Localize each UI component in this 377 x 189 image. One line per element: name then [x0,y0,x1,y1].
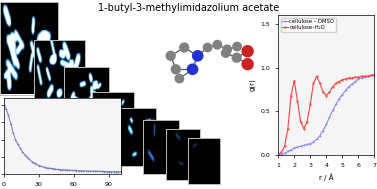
cellulose–H₂O [314,75,319,77]
cellulose – DMSO [302,144,306,146]
Point [245,63,251,66]
Point [168,54,174,57]
Point [190,68,196,71]
cellulose – DMSO [343,89,348,91]
Y-axis label: g(r): g(r) [249,79,255,91]
cellulose–H₂O [372,74,377,77]
cellulose–H₂O [334,82,338,84]
cellulose – DMSO [282,152,287,154]
Legend: cellulose – DMSO, cellulose–H₂O: cellulose – DMSO, cellulose–H₂O [281,18,336,32]
Point [245,50,251,53]
Point [205,46,211,49]
cellulose – DMSO [334,103,338,105]
cellulose – DMSO [314,138,319,140]
X-axis label: r / Å: r / Å [319,173,334,181]
cellulose – DMSO [321,129,325,132]
Point [223,52,229,55]
cellulose–H₂O [369,74,373,77]
cellulose–H₂O [359,75,364,77]
cellulose – DMSO [340,94,345,96]
cellulose–H₂O [350,77,354,79]
Point [224,48,230,51]
cellulose–H₂O [353,76,357,78]
cellulose–H₂O [321,91,325,93]
cellulose – DMSO [366,75,370,77]
cellulose – DMSO [324,123,328,125]
cellulose – DMSO [308,143,313,145]
cellulose – DMSO [299,145,303,147]
Point [176,77,182,80]
cellulose – DMSO [295,146,300,148]
cellulose–H₂O [276,154,280,156]
cellulose – DMSO [327,116,332,119]
cellulose–H₂O [302,128,306,130]
cellulose–H₂O [295,100,300,102]
cellulose–H₂O [305,121,309,123]
Point [234,45,240,48]
cellulose – DMSO [350,83,354,85]
cellulose–H₂O [366,75,370,77]
cellulose–H₂O [299,121,303,123]
cellulose–H₂O [327,91,332,93]
cellulose – DMSO [346,86,351,88]
cellulose–H₂O [292,80,297,82]
cellulose – DMSO [362,76,367,78]
cellulose – DMSO [356,78,360,80]
cellulose – DMSO [305,143,309,146]
cellulose – DMSO [311,141,316,143]
cellulose–H₂O [282,145,287,147]
cellulose – DMSO [369,74,373,77]
cellulose – DMSO [330,109,335,112]
cellulose – DMSO [359,77,364,79]
Point [215,43,221,46]
cellulose–H₂O [362,75,367,77]
cellulose–H₂O [346,77,351,79]
cellulose – DMSO [286,150,290,153]
Point [181,46,187,49]
cellulose – DMSO [317,135,322,137]
Line: cellulose – DMSO: cellulose – DMSO [277,74,375,156]
cellulose–H₂O [324,94,328,97]
cellulose – DMSO [353,81,357,83]
cellulose – DMSO [279,154,284,156]
cellulose–H₂O [343,78,348,80]
cellulose – DMSO [337,98,341,100]
cellulose–H₂O [337,81,341,83]
cellulose–H₂O [279,151,284,153]
cellulose–H₂O [286,128,290,130]
Point [173,68,179,71]
Point [234,56,240,59]
cellulose–H₂O [330,86,335,88]
Text: 1-butyl-3-methylimidazolium acetate: 1-butyl-3-methylimidazolium acetate [98,3,279,13]
Line: cellulose–H₂O: cellulose–H₂O [277,74,375,156]
cellulose–H₂O [356,76,360,78]
cellulose – DMSO [292,147,297,149]
cellulose–H₂O [289,94,293,97]
cellulose – DMSO [276,154,280,156]
Point [195,54,201,57]
cellulose – DMSO [289,149,293,151]
cellulose – DMSO [372,73,377,76]
cellulose–H₂O [340,79,345,81]
cellulose–H₂O [308,103,313,105]
cellulose–H₂O [311,82,316,84]
cellulose–H₂O [317,82,322,84]
